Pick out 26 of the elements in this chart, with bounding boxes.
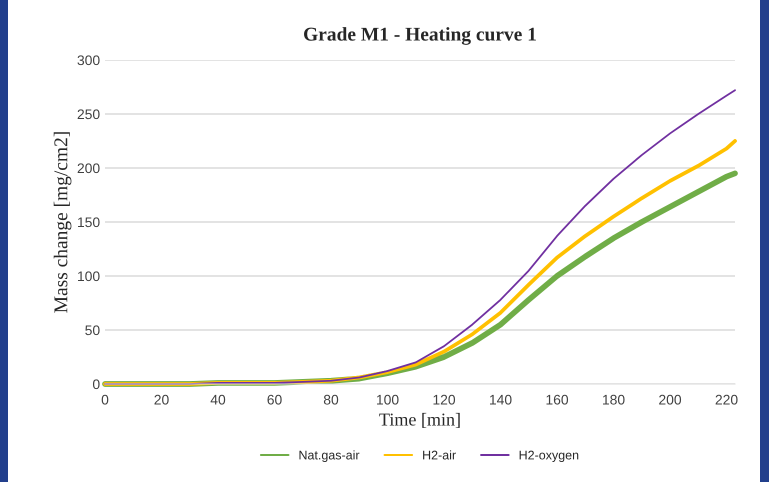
x-tick-label: 100 <box>376 394 399 405</box>
legend-label: H2-oxygen <box>520 450 578 462</box>
x-tick-label: 20 <box>154 394 169 405</box>
x-tick-label: 200 <box>659 394 682 405</box>
x-tick-label: 80 <box>324 394 338 405</box>
x-tick-label: 0 <box>102 394 108 405</box>
x-tick-label: 60 <box>267 394 282 405</box>
y-tick-label: 250 <box>78 109 100 120</box>
y-tick-label: 300 <box>78 55 100 66</box>
legend-label: Nat.gas-air <box>299 450 360 462</box>
y-axis-title: Mass change [mg/cm2] <box>54 132 72 313</box>
x-tick-label: 40 <box>210 394 226 405</box>
x-tick-label: 140 <box>490 394 512 405</box>
x-tick-label: 180 <box>602 394 625 405</box>
x-axis-title: Time [min] <box>379 412 460 428</box>
x-tick-label: 120 <box>433 394 456 405</box>
y-tick-label: 150 <box>78 217 100 228</box>
y-tick-label: 50 <box>85 325 100 336</box>
y-tick-label: 0 <box>92 379 100 390</box>
x-tick-label: 220 <box>716 394 738 405</box>
line-series <box>104 89 736 385</box>
legend-label: H2-air <box>423 450 456 460</box>
y-tick-label: 100 <box>78 271 100 282</box>
x-tick-label: 160 <box>546 394 568 405</box>
y-tick-label: 200 <box>78 163 100 174</box>
chart-title: Grade M1 - Heating curve 1 <box>304 27 536 45</box>
